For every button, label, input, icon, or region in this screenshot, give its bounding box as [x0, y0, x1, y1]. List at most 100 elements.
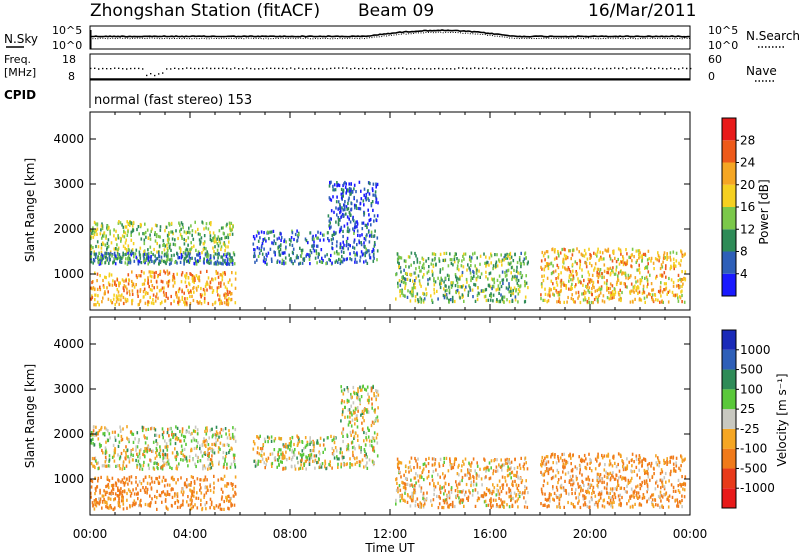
- range-time-cell: [542, 484, 545, 488]
- range-time-cell: [219, 273, 222, 277]
- range-time-cell: [360, 241, 362, 245]
- range-time-cell: [611, 268, 613, 272]
- range-time-cell: [154, 259, 157, 263]
- range-time-cell: [159, 225, 162, 229]
- range-time-cell: [299, 453, 302, 457]
- range-time-cell: [170, 302, 172, 306]
- range-time-cell: [612, 475, 614, 479]
- range-time-cell: [171, 433, 173, 437]
- range-time-cell: [342, 408, 344, 412]
- range-time-cell: [346, 207, 348, 211]
- range-time-cell: [294, 467, 297, 471]
- range-time-cell: [195, 496, 197, 500]
- range-time-cell: [612, 266, 614, 270]
- range-time-cell: [226, 436, 229, 440]
- range-time-cell: [100, 256, 102, 260]
- range-time-cell: [291, 455, 294, 459]
- range-time-cell: [181, 235, 183, 239]
- range-time-cell: [405, 477, 408, 481]
- range-time-cell: [209, 429, 212, 433]
- range-time-cell: [306, 440, 309, 444]
- range-time-cell: [359, 400, 361, 405]
- range-time-cell: [585, 496, 587, 500]
- range-time-cell: [267, 456, 270, 460]
- range-time-cell: [541, 250, 544, 255]
- range-time-cell: [423, 297, 426, 301]
- range-time-cell: [147, 278, 149, 282]
- range-time-cell: [126, 448, 129, 452]
- range-time-cell: [130, 450, 132, 454]
- range-time-cell: [545, 455, 548, 459]
- nave-tick-bottom: 0: [708, 70, 715, 83]
- range-time-cell: [548, 291, 551, 295]
- range-time-cell: [227, 506, 229, 510]
- range-time-cell: [126, 262, 129, 266]
- range-time-cell: [113, 459, 116, 463]
- range-time-cell: [311, 441, 314, 445]
- range-time-cell: [301, 449, 304, 453]
- range-time-cell: [174, 441, 177, 446]
- range-time-cell: [189, 289, 192, 293]
- range-time-cell: [311, 244, 313, 248]
- range-time-cell: [127, 247, 130, 252]
- range-time-cell: [404, 271, 407, 276]
- range-time-cell: [122, 499, 124, 503]
- range-time-cell: [151, 259, 153, 263]
- range-time-cell: [415, 267, 417, 271]
- range-time-cell: [218, 294, 221, 298]
- range-time-cell: [136, 465, 138, 469]
- range-time-cell: [438, 464, 441, 468]
- range-time-cell: [368, 192, 371, 196]
- range-time-cell: [179, 247, 182, 252]
- range-time-cell: [181, 236, 183, 240]
- range-time-cell: [423, 292, 425, 296]
- range-time-cell: [154, 299, 157, 303]
- range-time-cell: [263, 437, 266, 441]
- range-time-cell: [178, 221, 180, 225]
- range-time-cell: [144, 261, 146, 265]
- range-time-cell: [589, 252, 591, 257]
- range-time-cell: [226, 287, 228, 291]
- range-time-cell: [524, 284, 526, 288]
- range-time-cell: [200, 236, 203, 240]
- range-time-cell: [431, 269, 433, 273]
- range-time-cell: [265, 258, 267, 262]
- range-time-cell: [433, 484, 435, 488]
- range-time-cell: [636, 279, 639, 283]
- range-time-cell: [215, 430, 218, 434]
- range-time-cell: [95, 500, 98, 504]
- range-time-cell: [159, 494, 162, 498]
- range-time-cell: [105, 276, 107, 280]
- noise-left-tick-bottom: 10^0: [52, 39, 82, 52]
- range-time-cell: [463, 252, 465, 256]
- range-time-cell: [268, 237, 270, 241]
- range-time-cell: [660, 263, 663, 267]
- range-time-cell: [181, 222, 184, 227]
- range-time-cell: [404, 491, 406, 495]
- range-time-cell: [482, 289, 484, 293]
- power-colorbar-title: Power [dB]: [757, 179, 771, 244]
- range-time-cell: [225, 432, 227, 436]
- range-time-cell: [636, 268, 638, 272]
- range-time-cell: [296, 238, 299, 242]
- range-time-cell: [503, 500, 506, 504]
- range-time-cell: [375, 395, 378, 399]
- range-time-cell: [198, 279, 201, 283]
- range-time-cell: [622, 255, 624, 259]
- range-time-cell: [196, 432, 199, 436]
- range-time-cell: [156, 489, 158, 493]
- range-time-cell: [180, 253, 183, 257]
- range-time-cell: [524, 491, 526, 495]
- range-time-cell: [568, 268, 571, 272]
- range-time-cell: [122, 507, 125, 511]
- range-time-cell: [138, 232, 140, 236]
- range-time-cell: [410, 273, 412, 277]
- range-time-cell: [680, 279, 682, 283]
- range-time-cell: [623, 476, 625, 480]
- range-time-cell: [117, 486, 119, 490]
- range-time-cell: [118, 496, 120, 500]
- range-time-cell: [666, 254, 668, 259]
- range-time-cell: [613, 477, 616, 481]
- range-time-cell: [90, 491, 92, 495]
